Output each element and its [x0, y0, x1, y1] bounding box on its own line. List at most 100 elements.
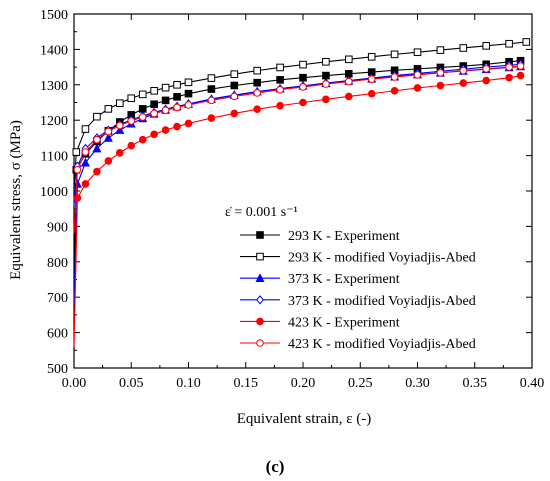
data-point: [276, 101, 284, 110]
data-point: [253, 78, 261, 87]
data-point: [345, 77, 353, 86]
y-tick-label: 800: [47, 256, 68, 271]
data-point: [80, 157, 90, 167]
x-tick-label: 0.25: [348, 376, 373, 391]
data-point: [116, 121, 124, 130]
y-tick-label: 700: [47, 291, 68, 306]
legend-entry: 423 K - Experiment: [288, 315, 400, 330]
data-point: [207, 85, 216, 93]
data-point: [81, 125, 90, 133]
legend-entry: 373 K - Experiment: [288, 272, 400, 287]
data-point: [173, 81, 181, 89]
data-point: [127, 117, 136, 125]
legend-title: ε̇ = 0.001 s⁻¹: [225, 205, 298, 220]
legend-swatch-marker: [256, 339, 264, 347]
data-point: [138, 90, 147, 99]
y-tick-label: 600: [47, 327, 68, 342]
data-point: [81, 180, 90, 188]
x-tick-label: 0.15: [234, 376, 259, 391]
data-point: [138, 135, 147, 144]
data-point: [138, 113, 147, 121]
data-point: [299, 83, 307, 91]
legend-swatch-marker: [255, 273, 265, 282]
data-point: [173, 122, 181, 131]
x-tick-label: 0.05: [119, 376, 144, 391]
y-tick-label: 500: [47, 362, 68, 377]
y-tick-label: 1100: [41, 150, 68, 165]
data-point: [116, 99, 124, 108]
data-point: [93, 112, 101, 121]
data-point: [276, 63, 284, 72]
data-point: [522, 38, 531, 46]
data-point: [367, 75, 376, 83]
legend-entry: 423 K - modified Voyiadjis-Abed: [288, 337, 476, 352]
legend-entry: 293 K - modified Voyiadjis-Abed: [288, 251, 476, 266]
legend: ε̇ = 0.001 s⁻¹ 293 K - Experiment 293 K - …: [225, 205, 476, 352]
data-point: [93, 135, 101, 144]
data-point: [505, 63, 513, 71]
data-point: [73, 194, 82, 202]
data-point: [115, 125, 125, 134]
data-point: [505, 39, 513, 48]
data-point: [104, 127, 113, 136]
data-point: [207, 96, 216, 105]
data-point: [482, 76, 491, 85]
legend-swatch-marker: [256, 295, 264, 305]
data-point: [253, 105, 262, 114]
data-point: [299, 73, 307, 82]
x-tick-label: 0.35: [463, 376, 488, 391]
data-point: [127, 94, 136, 103]
data-point: [184, 101, 193, 109]
y-tick-label: 1300: [40, 79, 68, 94]
data-point: [413, 48, 422, 57]
legend-swatch-marker: [256, 231, 264, 239]
data-point: [161, 126, 170, 134]
data-point: [436, 81, 445, 90]
data-point: [299, 60, 307, 69]
data-point: [367, 53, 376, 61]
data-point: [345, 92, 353, 101]
data-point: [104, 105, 113, 113]
legend-swatch-marker: [256, 252, 264, 261]
data-point: [104, 157, 113, 165]
x-tick-label: 0.40: [520, 376, 545, 391]
data-point: [505, 73, 513, 82]
data-point: [516, 71, 525, 80]
series-6: [73, 62, 525, 234]
data-point: [127, 141, 136, 150]
data-point: [230, 109, 239, 118]
data-point: [322, 57, 330, 66]
y-tick-label: 1400: [40, 43, 68, 58]
data-point: [413, 71, 422, 79]
series-3: [72, 61, 526, 305]
x-tick-label: 0.20: [291, 376, 316, 391]
data-point: [81, 148, 90, 156]
data-point: [103, 132, 113, 142]
legend-entry: 293 K - Experiment: [288, 229, 400, 244]
data-point: [299, 98, 307, 107]
data-point: [482, 42, 490, 50]
data-point: [92, 143, 102, 153]
data-point: [161, 96, 170, 105]
data-point: [436, 68, 445, 77]
series-5: [73, 71, 525, 347]
data-point: [72, 148, 81, 156]
data-point: [173, 103, 181, 112]
data-point: [230, 70, 239, 78]
data-point: [322, 71, 330, 80]
data-point: [116, 148, 124, 157]
data-point: [253, 89, 262, 97]
data-point: [390, 73, 399, 81]
data-point: [459, 79, 468, 87]
legend-entry: 373 K - modified Voyiadjis-Abed: [288, 294, 476, 309]
data-point: [173, 93, 181, 101]
data-point: [322, 95, 330, 104]
data-point: [230, 92, 239, 101]
data-point: [367, 89, 376, 98]
panel-label: (c): [266, 457, 285, 476]
y-tick-label: 1200: [40, 114, 68, 129]
data-point: [413, 84, 422, 92]
axes: 0.00 0.05 0.10 0.15 0.20 0.25 0.30 0.35 0.40 500 6…: [40, 8, 544, 391]
series-4: [73, 59, 525, 206]
